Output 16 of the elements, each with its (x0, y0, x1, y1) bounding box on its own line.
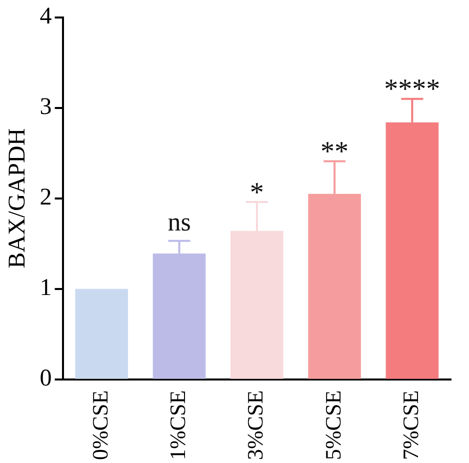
y-axis-title: BAX/GAPDH (4, 128, 31, 268)
x-tick-label: 3%CSE (242, 390, 268, 460)
x-tick-label: 5%CSE (320, 390, 346, 460)
y-tick-label: 0 (40, 366, 52, 392)
x-tick-label: 0%CSE (87, 390, 112, 460)
y-tick-label: 4 (40, 4, 52, 30)
x-tick-label: 7%CSE (398, 390, 423, 460)
annotation: **** (384, 74, 440, 106)
bar (75, 288, 128, 379)
y-tick-label: 3 (40, 94, 52, 120)
y-tick-label: 1 (40, 275, 52, 302)
annotation: ** (320, 136, 349, 168)
annotation: ns (168, 208, 191, 237)
annotation: * (250, 177, 264, 208)
x-tick-label: 1%CSE (165, 390, 190, 460)
y-tick-label: 2 (40, 184, 52, 211)
